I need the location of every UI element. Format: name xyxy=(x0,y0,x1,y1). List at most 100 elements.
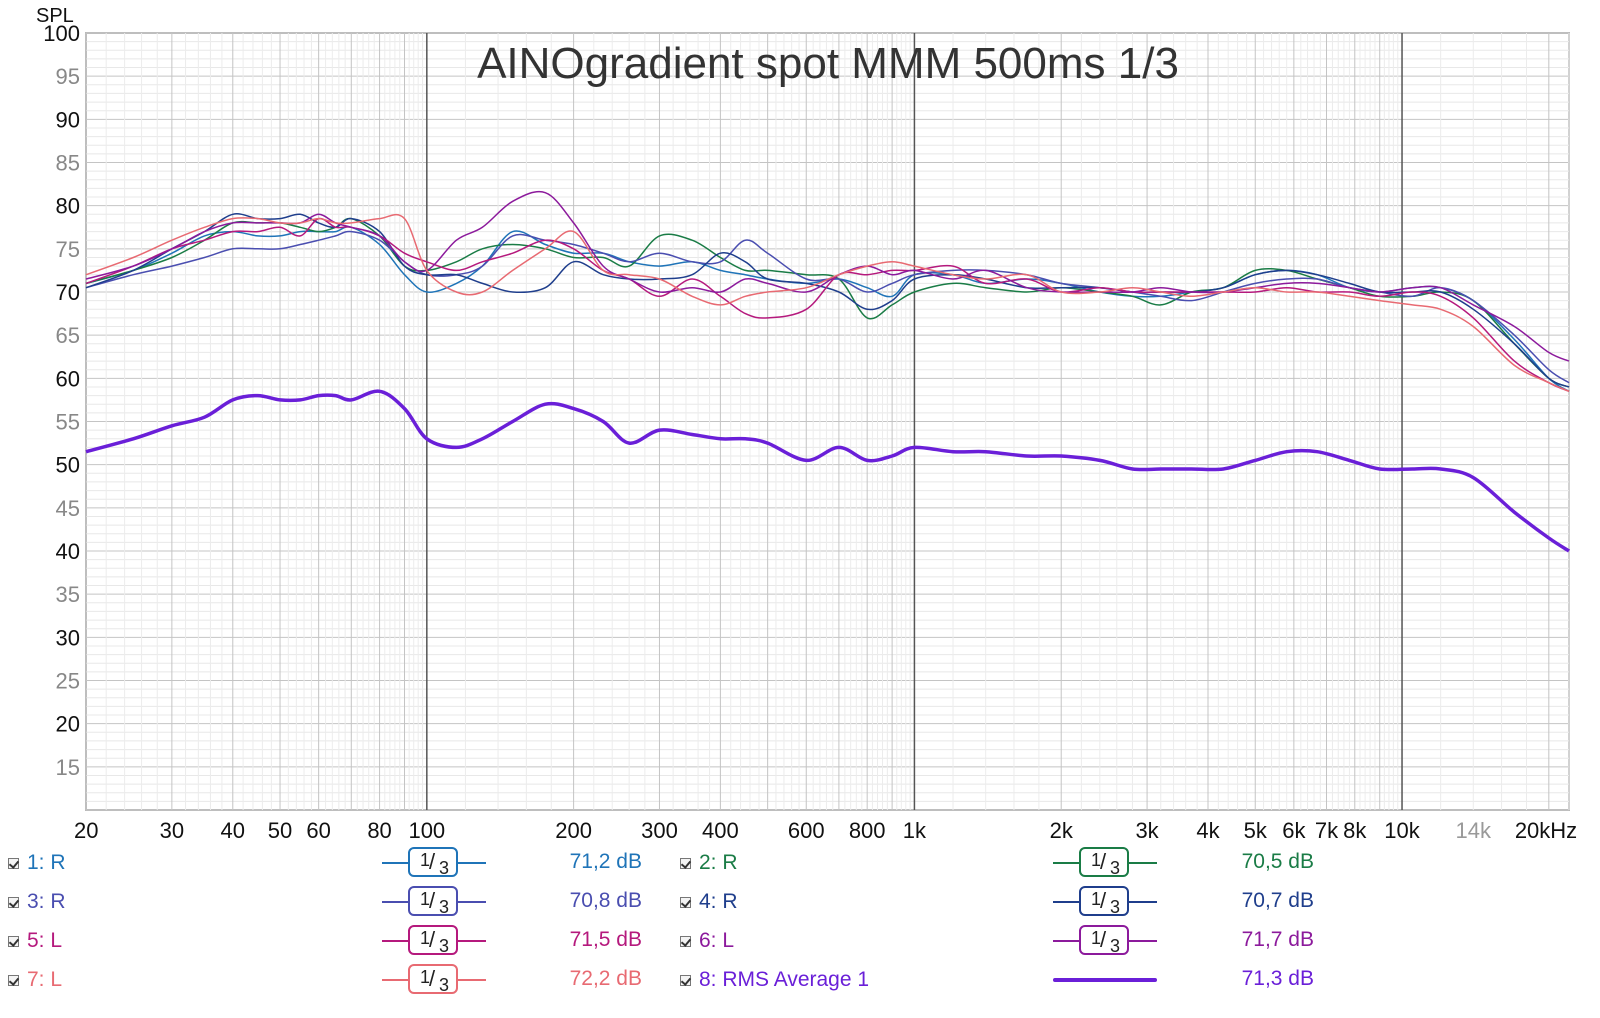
y-tick-label: 80 xyxy=(56,194,80,219)
legend-item[interactable]: 3: R xyxy=(8,884,66,920)
chart-title: AINOgradient spot MMM 500ms 1/3 xyxy=(477,39,1179,88)
legend-series-name: 1: R xyxy=(27,851,66,874)
smoothing-badge[interactable]: 1/3 xyxy=(382,923,486,959)
legend-level-value: 71,5 dB xyxy=(569,928,642,951)
y-tick-label: 90 xyxy=(56,107,80,132)
x-tick-label: 14k xyxy=(1456,818,1492,843)
series-line-3 xyxy=(85,230,1570,384)
legend-checkbox[interactable] xyxy=(680,974,691,986)
x-axis-ticks: 20 30 40 50 60 80 100 200 300 400 600 800 1k 2k 3k 4k 5k… xyxy=(74,818,1577,843)
smoothing-fraction: 1/3 xyxy=(408,964,458,995)
x-tick-label: 400 xyxy=(702,818,739,843)
smoothing-fraction: 1/3 xyxy=(408,886,458,917)
legend-level-value: 70,7 dB xyxy=(1241,889,1314,912)
smoothing-numerator: 1 xyxy=(420,889,431,909)
x-tick-label: 100 xyxy=(408,818,445,843)
series-line-2 xyxy=(85,217,1570,388)
legend-item[interactable]: 4: R xyxy=(680,884,738,920)
smoothing-badge[interactable]: 1/3 xyxy=(382,962,486,998)
legend-level-value: 71,3 dB xyxy=(1241,967,1314,990)
x-tick-label: 60 xyxy=(306,818,330,843)
legend-level-value: 71,7 dB xyxy=(1241,928,1314,951)
legend-checkbox[interactable] xyxy=(8,974,19,986)
y-tick-label: 30 xyxy=(56,625,80,650)
legend-checkbox[interactable] xyxy=(8,935,19,947)
legend-line-swatch xyxy=(1053,978,1157,982)
legend-item[interactable]: 7: L xyxy=(8,962,62,998)
y-tick-label: 25 xyxy=(56,669,80,694)
y-tick-label: 70 xyxy=(56,280,80,305)
legend-checkbox[interactable] xyxy=(680,857,691,869)
series-line-7 xyxy=(85,213,1570,392)
legend-checkbox[interactable] xyxy=(8,857,19,869)
x-tick-label: 300 xyxy=(641,818,678,843)
smoothing-slash: / xyxy=(429,927,436,952)
x-tick-label: 2k xyxy=(1050,818,1074,843)
smoothing-badge[interactable]: 1/3 xyxy=(382,884,486,920)
legend-series-name: 6: L xyxy=(699,929,735,952)
y-tick-label: 50 xyxy=(56,453,80,478)
smoothing-slash: / xyxy=(429,966,436,991)
grid xyxy=(85,32,1570,811)
legend-item[interactable]: 5: L xyxy=(8,923,62,959)
legend-series-name: 2: R xyxy=(699,851,738,874)
legend-item[interactable]: 1: R xyxy=(8,845,66,881)
smoothing-denominator: 3 xyxy=(439,936,450,956)
y-tick-label: 40 xyxy=(56,539,80,564)
legend-item[interactable]: 8: RMS Average 1 xyxy=(680,962,869,998)
y-tick-label: 85 xyxy=(56,151,80,176)
series-line-4 xyxy=(85,213,1570,388)
smoothing-fraction: 1/3 xyxy=(1079,847,1129,878)
legend: 1: R 1/3 71,2 dB 2: R 1/3 70,5 dB 3: R 1/3 70,8 … xyxy=(0,845,1600,1015)
y-axis-ticks: 100 95 90 85 80 75 70 65 60 55 50 45 40 35 30 25 20 15 xyxy=(43,21,80,780)
x-tick-label: 1k xyxy=(903,818,927,843)
x-tick-label: 80 xyxy=(367,818,391,843)
x-tick-label: 4k xyxy=(1196,818,1220,843)
smoothing-badge[interactable]: 1/3 xyxy=(382,845,486,881)
smoothing-slash: / xyxy=(1100,888,1107,913)
x-tick-label: 7k xyxy=(1315,818,1339,843)
y-tick-label: 35 xyxy=(56,582,80,607)
smoothing-fraction: 1/3 xyxy=(408,925,458,956)
smoothing-numerator: 1 xyxy=(420,928,431,948)
x-tick-label: 20 xyxy=(74,818,98,843)
x-tick-label: 20kHz xyxy=(1515,818,1577,843)
smoothing-slash: / xyxy=(429,849,436,874)
legend-item[interactable]: 2: R xyxy=(680,845,738,881)
legend-level-value: 72,2 dB xyxy=(569,967,642,990)
smoothing-fraction: 1/3 xyxy=(1079,886,1129,917)
legend-series-name: 8: RMS Average 1 xyxy=(699,968,870,991)
smoothing-slash: / xyxy=(429,888,436,913)
legend-series-name: 5: L xyxy=(27,929,63,952)
legend-item[interactable]: 6: L xyxy=(680,923,734,959)
y-tick-label: 45 xyxy=(56,496,80,521)
legend-series-name: 4: R xyxy=(699,890,738,913)
y-tick-label: 60 xyxy=(56,366,80,391)
y-tick-label: 20 xyxy=(56,712,80,737)
x-tick-label: 800 xyxy=(849,818,886,843)
smoothing-denominator: 3 xyxy=(439,975,450,995)
smoothing-denominator: 3 xyxy=(439,897,450,917)
y-tick-label: 95 xyxy=(56,64,80,89)
smoothing-slash: / xyxy=(1100,927,1107,952)
legend-checkbox[interactable] xyxy=(680,896,691,908)
smoothing-badge[interactable]: 1/3 xyxy=(1053,923,1157,959)
x-tick-label: 10k xyxy=(1384,818,1420,843)
smoothing-fraction: 1/3 xyxy=(1079,925,1129,956)
legend-checkbox[interactable] xyxy=(680,935,691,947)
x-tick-label: 5k xyxy=(1244,818,1268,843)
legend-series-name: 3: R xyxy=(27,890,66,913)
smoothing-denominator: 3 xyxy=(1110,858,1121,878)
series-group xyxy=(85,190,1570,553)
smoothing-fraction: 1/3 xyxy=(408,847,458,878)
legend-level-value: 71,2 dB xyxy=(569,850,642,873)
smoothing-denominator: 3 xyxy=(1110,936,1121,956)
smoothing-badge[interactable]: 1/3 xyxy=(1053,884,1157,920)
smoothing-numerator: 1 xyxy=(420,967,431,987)
y-tick-label: 65 xyxy=(56,323,80,348)
smoothing-badge[interactable]: 1/3 xyxy=(1053,845,1157,881)
y-axis-label: SPL xyxy=(36,5,74,27)
legend-checkbox[interactable] xyxy=(8,896,19,908)
x-tick-label: 40 xyxy=(221,818,245,843)
series-line-8 xyxy=(85,389,1570,553)
